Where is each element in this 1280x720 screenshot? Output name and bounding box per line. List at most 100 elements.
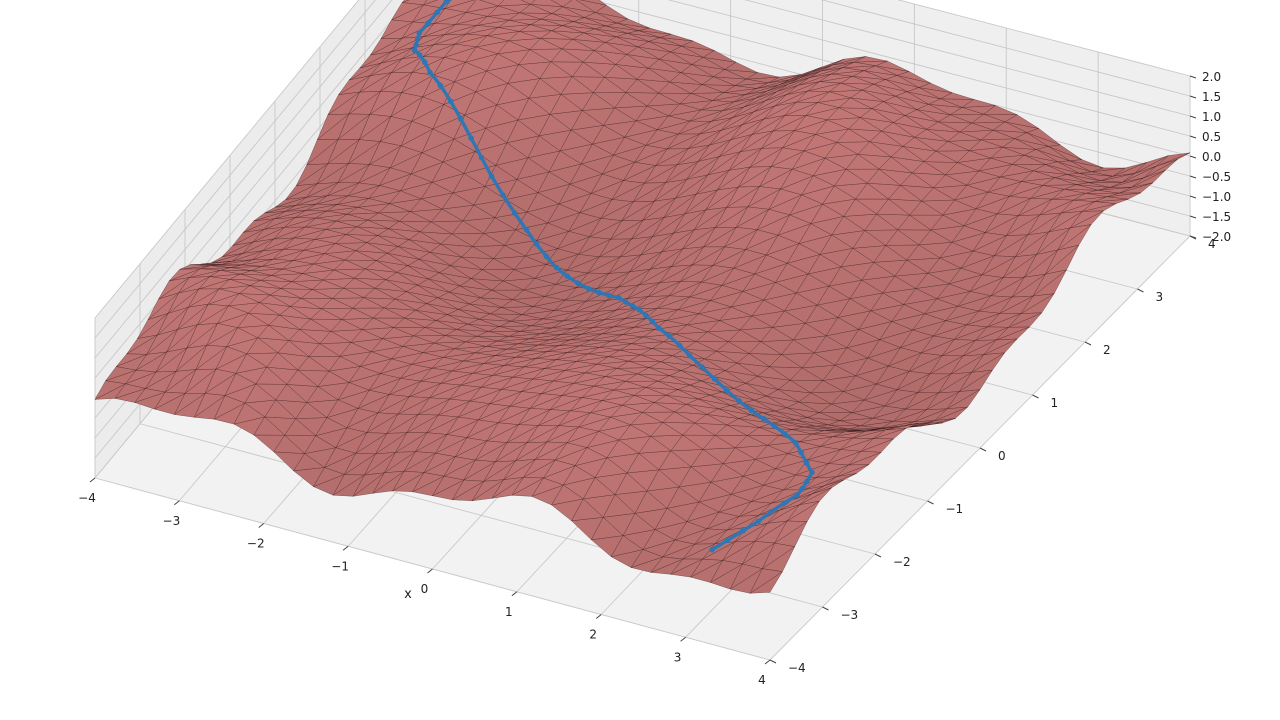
surface-facet — [885, 229, 920, 246]
surface-facet — [583, 309, 617, 321]
surface-facet — [359, 72, 392, 93]
surface-facet — [840, 248, 875, 268]
surface-facet — [437, 398, 471, 416]
surface-facet — [602, 326, 635, 335]
surface-facet — [483, 355, 516, 364]
surface-facet — [126, 334, 158, 354]
surface-facet — [662, 539, 696, 558]
surface-facet — [633, 182, 667, 202]
surface-facet — [852, 429, 886, 439]
surface-facet — [959, 370, 993, 392]
surface-facet — [431, 357, 464, 369]
surface-facet — [759, 166, 793, 187]
surface-facet — [1054, 174, 1089, 183]
surface-facet — [914, 129, 948, 142]
surface-facet — [578, 412, 612, 428]
surface-facet — [756, 79, 790, 89]
surface-facet — [1032, 164, 1068, 175]
surface-facet — [610, 220, 644, 240]
surface-facet — [386, 246, 419, 260]
surface-facet — [918, 82, 953, 93]
surface-facet — [957, 291, 992, 307]
surface-facet — [709, 560, 744, 583]
surface-facet — [613, 318, 646, 328]
surface-facet — [586, 431, 620, 448]
surface-facet — [178, 276, 210, 294]
surface-facet — [987, 313, 1021, 328]
surface-facet — [596, 356, 629, 365]
surface-facet — [581, 92, 616, 111]
surface-facet — [204, 368, 237, 394]
surface-facet — [798, 392, 832, 405]
surface-facet — [788, 70, 822, 85]
surface-facet — [350, 329, 384, 343]
surface-facet — [408, 231, 441, 245]
surface-facet — [619, 343, 653, 351]
surface-facet — [694, 528, 728, 545]
surface-facet — [383, 298, 416, 311]
path-point — [553, 264, 560, 271]
surface-facet — [412, 472, 445, 493]
surface-facet — [679, 93, 713, 105]
surface-facet — [630, 549, 664, 568]
surface-facet — [735, 206, 770, 228]
surface-facet — [547, 345, 580, 352]
y-tick-label: 3 — [1156, 290, 1164, 304]
surface-facet — [625, 78, 660, 94]
x-tick-label: −4 — [78, 491, 96, 505]
surface-facet — [364, 260, 397, 273]
surface-facet — [538, 114, 572, 137]
surface-facet — [244, 383, 277, 404]
surface-facet — [358, 114, 392, 141]
surface-facet — [428, 272, 461, 287]
surface-facet — [199, 265, 231, 269]
surface-facet — [409, 198, 443, 212]
surface-facet — [571, 498, 604, 522]
surface-facet — [391, 56, 424, 73]
surface-facet — [442, 348, 475, 358]
surface-facet — [809, 67, 843, 78]
surface-facet — [626, 46, 660, 60]
surface-facet — [1122, 166, 1157, 183]
surface-facet — [960, 250, 995, 269]
surface-facet — [915, 272, 950, 289]
surface-facet — [435, 314, 468, 325]
surface-facet — [532, 296, 566, 307]
surface-facet — [516, 157, 550, 180]
x-tick-mark — [258, 523, 265, 528]
surface-facet — [397, 239, 430, 253]
surface-facet — [377, 394, 410, 414]
surface-facet — [777, 214, 812, 236]
surface-facet — [551, 484, 584, 506]
surface-facet — [472, 233, 506, 247]
surface-facet — [712, 246, 747, 266]
surface-facet — [948, 267, 983, 285]
surface-facet — [1027, 212, 1062, 236]
surface-facet — [217, 305, 250, 324]
surface-facet — [614, 472, 648, 495]
surface-facet — [410, 152, 444, 175]
path-point — [782, 431, 788, 437]
grid-line — [591, 0, 1191, 157]
surface-facet — [719, 134, 752, 157]
surface-facet — [179, 264, 211, 270]
surface-facet — [562, 0, 596, 13]
surface-facet — [766, 77, 800, 92]
path-point — [595, 289, 602, 296]
surface-facet — [446, 309, 480, 320]
surface-facet — [592, 125, 626, 145]
surface-facet — [820, 436, 853, 447]
path-point — [585, 285, 592, 292]
surface-facet — [386, 413, 419, 434]
surface-facet — [650, 422, 684, 437]
path-point — [736, 398, 742, 404]
surface-facet — [903, 288, 938, 305]
surface-facet — [497, 0, 531, 7]
surface-facet — [529, 333, 562, 340]
surface-facet — [636, 67, 670, 83]
surface-facet — [697, 139, 731, 162]
surface-facet — [801, 352, 836, 369]
surface-facet — [601, 154, 636, 175]
surface-facet — [304, 435, 337, 454]
surface-facet — [154, 391, 186, 410]
